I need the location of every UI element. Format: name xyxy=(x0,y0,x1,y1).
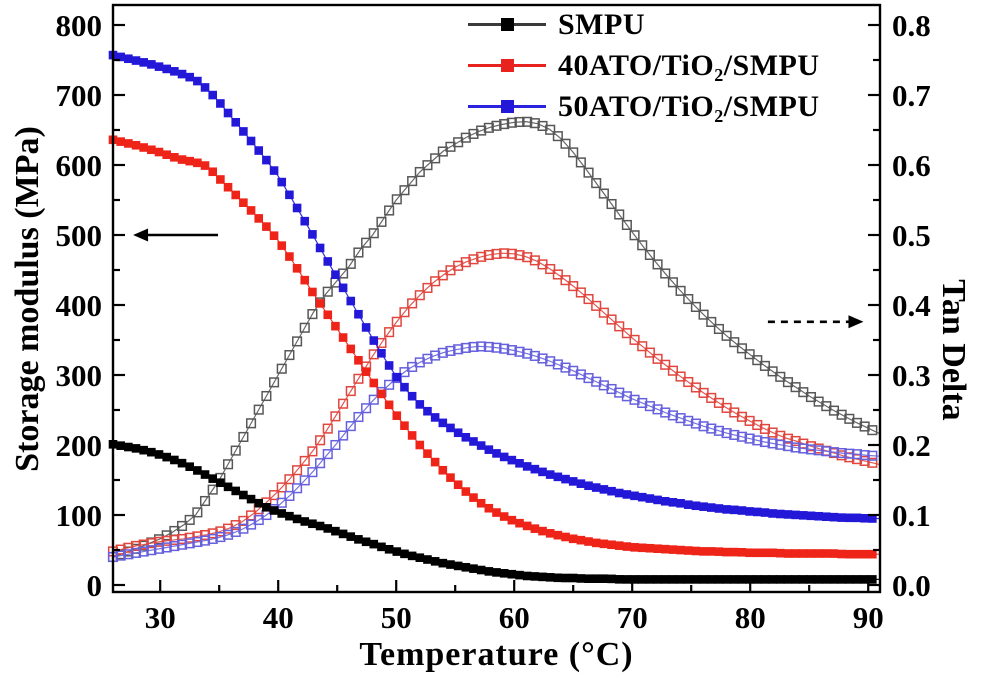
data-series xyxy=(107,50,881,584)
y-left-tick-labels: 0 100 200 300 400 500 600 700 800 xyxy=(56,8,103,603)
legend-label: SMPU xyxy=(558,7,645,41)
svg-text:800: 800 xyxy=(56,8,103,43)
plot-frame xyxy=(111,3,882,594)
svg-text:100: 100 xyxy=(56,498,103,533)
legend-item-smpu: SMPU xyxy=(468,4,820,45)
tan-axis-arrow xyxy=(767,315,864,329)
svg-text:0.4: 0.4 xyxy=(892,288,931,323)
storage-axis-arrow xyxy=(133,228,219,242)
series-tandelta-40ato-tio-smpu xyxy=(107,248,881,557)
svg-text:70: 70 xyxy=(617,600,648,635)
svg-text:60: 60 xyxy=(499,600,530,635)
svg-text:0.0: 0.0 xyxy=(892,568,931,603)
svg-text:600: 600 xyxy=(56,148,103,183)
svg-text:400: 400 xyxy=(56,288,103,323)
x-tick-labels: 30 40 50 60 70 80 90 xyxy=(145,600,884,635)
annotation-arrows xyxy=(133,228,864,329)
square-marker-icon xyxy=(501,18,514,31)
y-left-axis-title: Storage modulus (MPa) xyxy=(9,126,46,472)
svg-text:0.3: 0.3 xyxy=(892,358,931,393)
svg-text:0.1: 0.1 xyxy=(892,498,931,533)
square-marker-icon xyxy=(501,59,514,72)
series-storage-50ato-tio-smpu xyxy=(108,50,880,523)
legend: SMPU 40ATO/TiO₂/SMPU 50ATO/TiO₂/SMPU xyxy=(468,4,820,127)
x-axis-title: Temperature (°C) xyxy=(359,636,634,673)
svg-text:50: 50 xyxy=(381,600,412,635)
svg-text:0.5: 0.5 xyxy=(892,218,931,253)
svg-text:30: 30 xyxy=(145,600,176,635)
svg-text:0.6: 0.6 xyxy=(892,148,931,183)
legend-line-marker xyxy=(468,59,546,72)
svg-text:300: 300 xyxy=(56,358,103,393)
svg-text:80: 80 xyxy=(735,600,766,635)
y-right-axis-ticks xyxy=(868,23,879,587)
svg-text:700: 700 xyxy=(56,78,103,113)
legend-item-40ato: 40ATO/TiO₂/SMPU xyxy=(468,45,820,86)
svg-text:0.2: 0.2 xyxy=(892,428,931,463)
svg-text:500: 500 xyxy=(56,218,103,253)
svg-text:0.7: 0.7 xyxy=(892,78,931,113)
svg-text:0.8: 0.8 xyxy=(892,8,931,43)
y-right-axis-title: Tan Delta xyxy=(935,279,972,421)
legend-line-marker xyxy=(468,18,546,31)
series-storage-40ato-tio-smpu xyxy=(108,135,880,559)
y-right-tick-labels: 0.0 0.1 0.2 0.3 0.4 0.5 0.6 0.7 0.8 xyxy=(892,8,931,603)
svg-text:40: 40 xyxy=(263,600,294,635)
legend-line-marker xyxy=(468,100,546,113)
legend-label: 50ATO/TiO₂/SMPU xyxy=(558,89,820,123)
legend-item-50ato: 50ATO/TiO₂/SMPU xyxy=(468,86,820,127)
y-left-axis-ticks xyxy=(114,23,125,587)
svg-text:200: 200 xyxy=(56,428,103,463)
series-tandelta-smpu xyxy=(107,116,881,563)
square-marker-icon xyxy=(501,100,514,113)
svg-text:90: 90 xyxy=(853,600,884,635)
legend-label: 40ATO/TiO₂/SMPU xyxy=(558,48,820,82)
svg-text:0: 0 xyxy=(87,568,103,603)
series-tandelta-50ato-tio-smpu xyxy=(107,341,881,563)
